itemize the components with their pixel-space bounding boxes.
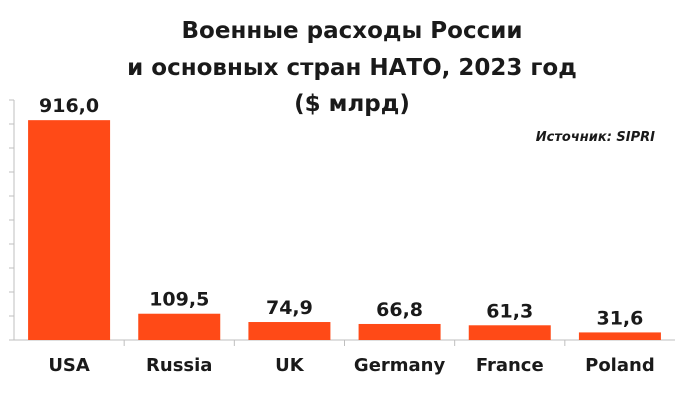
category-labels: USA Russia UK Germany France Poland <box>48 355 654 376</box>
y-axis <box>9 99 675 346</box>
bar-poland <box>578 332 661 340</box>
value-label-uk: 74,9 <box>266 297 313 319</box>
chart-title-line-2: и основных стран НАТО, 2023 год <box>127 55 577 81</box>
value-label-usa: 916,0 <box>39 95 99 117</box>
bar-russia <box>138 313 221 340</box>
value-label-germany: 66,8 <box>376 299 423 321</box>
bar-france <box>468 325 551 340</box>
category-label-uk: UK <box>275 355 305 376</box>
chart-title-line-3: ($ млрд) <box>294 91 410 117</box>
value-label-russia: 109,5 <box>149 289 209 311</box>
value-labels: 916,0 109,5 74,9 66,8 61,3 31,6 <box>39 95 643 329</box>
chart-title: Военные расходы России и основных стран … <box>127 18 577 117</box>
value-label-france: 61,3 <box>486 300 533 322</box>
category-label-poland: Poland <box>585 355 655 376</box>
category-label-france: France <box>476 355 544 376</box>
value-label-poland: 31,6 <box>596 307 643 329</box>
bar-germany <box>358 323 441 340</box>
bars <box>28 120 661 340</box>
category-label-usa: USA <box>48 355 90 376</box>
category-label-germany: Germany <box>354 355 446 376</box>
source-note: Источник: SIPRI <box>536 130 655 145</box>
bar-uk <box>248 322 331 340</box>
bar-usa <box>28 120 111 340</box>
category-label-russia: Russia <box>146 355 212 376</box>
chart-title-line-1: Военные расходы России <box>182 18 523 44</box>
